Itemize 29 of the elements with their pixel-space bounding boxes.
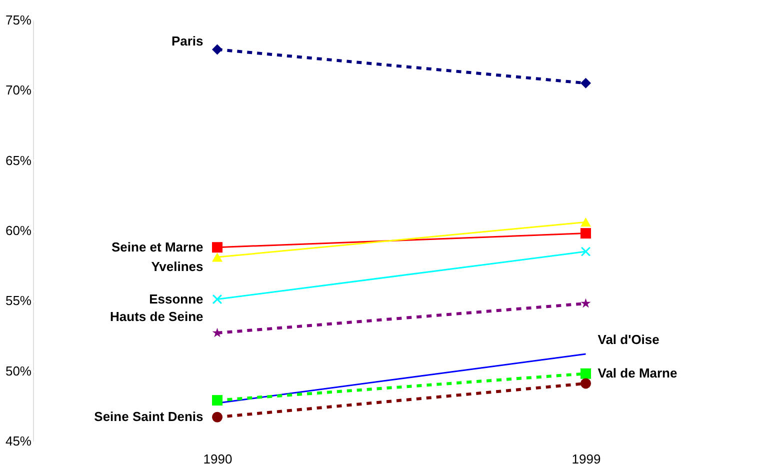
series-label: Seine et Marne: [111, 239, 204, 254]
point: [212, 44, 222, 55]
point: [580, 368, 591, 379]
point: [212, 395, 222, 406]
point: [580, 78, 591, 88]
series-label: Seine Saint Denis: [94, 409, 204, 424]
point: [212, 412, 222, 422]
x-tick-label: 1990: [203, 452, 232, 466]
point: [212, 242, 222, 253]
y-tick-label: 70%: [5, 82, 32, 98]
point: [212, 328, 222, 338]
point: [580, 298, 591, 308]
y-tick-label: 75%: [5, 12, 32, 28]
series-label: Val d'Oise: [598, 332, 660, 347]
series-label: Val de Marne: [598, 366, 678, 381]
y-tick-label: 55%: [5, 293, 32, 308]
y-tick-label: 65%: [5, 152, 32, 168]
y-tick-label: 45%: [5, 434, 32, 448]
point: [580, 228, 591, 239]
point: [212, 294, 222, 304]
series-label: Essonne: [149, 291, 204, 306]
series-label: Yvelines: [151, 259, 204, 274]
series-label: Paris: [171, 33, 204, 48]
y-tick-label: 50%: [5, 363, 32, 378]
x-tick-label: 1999: [572, 452, 601, 466]
y-tick-label: 60%: [5, 223, 32, 238]
point: [580, 246, 591, 256]
point: [580, 378, 591, 389]
series-label: Hauts de Seine: [110, 308, 204, 324]
